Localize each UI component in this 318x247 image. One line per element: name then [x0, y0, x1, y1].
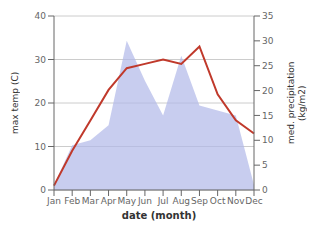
svg-text:Mar: Mar: [82, 196, 99, 206]
svg-text:10: 10: [262, 135, 274, 145]
svg-text:Oct: Oct: [210, 196, 226, 206]
svg-text:35: 35: [262, 11, 273, 21]
svg-text:Apr: Apr: [101, 196, 117, 206]
svg-text:0: 0: [40, 185, 46, 195]
html-text:date (month): date (month): [121, 210, 197, 221]
svg-text:Dec: Dec: [245, 196, 262, 206]
svg-text:20: 20: [35, 98, 47, 108]
svg-text:Jan: Jan: [46, 196, 61, 206]
svg-text:Nov: Nov: [227, 196, 245, 206]
svg-text:10: 10: [35, 142, 47, 152]
svg-text:Aug: Aug: [172, 196, 190, 206]
svg-text:40: 40: [35, 11, 47, 21]
svg-text:0: 0: [262, 185, 268, 195]
svg-text:25: 25: [262, 61, 273, 71]
svg-text:Sep: Sep: [191, 196, 208, 206]
html-text:med. precipitation (kg/m2): med. precipitation (kg/m2): [286, 61, 307, 145]
svg-text:Jul: Jul: [157, 196, 169, 206]
html-text:max temp (C): max temp (C): [9, 71, 20, 135]
svg-text:15: 15: [262, 111, 273, 121]
svg-text:30: 30: [35, 55, 47, 65]
svg-text:May: May: [117, 196, 136, 206]
svg-text:20: 20: [262, 86, 274, 96]
svg-text:5: 5: [262, 160, 268, 170]
svg-text:Jun: Jun: [137, 196, 152, 206]
svg-text:30: 30: [262, 36, 274, 46]
svg-text:Feb: Feb: [64, 196, 80, 206]
